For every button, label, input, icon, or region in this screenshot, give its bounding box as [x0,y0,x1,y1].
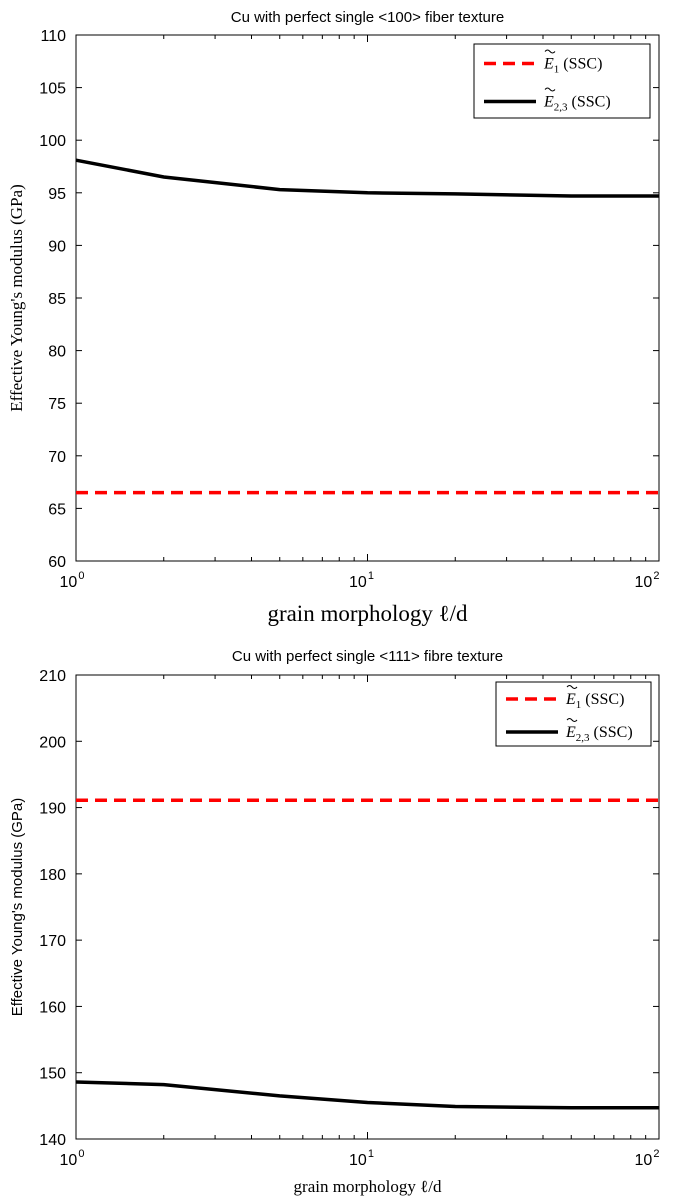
chart-title: Cu with perfect single <111> fibre textu… [232,648,503,665]
tilde-icon [566,685,578,689]
legend-label-1: E1 (SSC) [543,56,602,76]
series-line-2 [75,1080,659,1110]
legend-label-2: E2,3 (SSC) [543,94,611,114]
y-tick-label: 140 [39,1132,66,1149]
chart-2: Cu with perfect single <111> fibre textu… [9,648,660,1196]
y-tick-label: 105 [39,81,66,98]
y-tick-label: 65 [48,501,66,518]
y-tick-label: 160 [39,999,66,1016]
legend: E1 (SSC) E2,3 (SSC) [473,43,651,119]
y-axis-label: Effective Young's modulus (GPa) [7,184,26,412]
y-tick-label: 85 [48,291,66,308]
legend-box [473,43,651,119]
y-tick-label: 80 [48,344,66,361]
chart-title: Cu with perfect single <100> fiber textu… [231,9,505,26]
x-tick-label: 102 [635,1148,660,1169]
tilde-icon [544,49,556,54]
y-tick-label: 200 [39,734,66,751]
series-line-2 [75,158,659,198]
y-tick-label: 70 [48,449,66,466]
legend-label-1: E1 (SSC) [565,691,624,711]
x-tick-label: 101 [349,570,374,591]
legend-label-2: E2,3 (SSC) [565,724,633,744]
legend-box [495,681,652,747]
y-tick-label: 170 [39,933,66,950]
y-tick-label: 95 [48,186,66,203]
x-axis-label: grain morphology ℓ/d [267,601,468,626]
x-axis-label: grain morphology ℓ/d [294,1177,442,1196]
y-tick-label: 60 [48,554,66,571]
x-tick-label: 100 [60,570,85,591]
y-tick-label: 110 [40,28,66,45]
y-axis-label: Effective Young's modulus (GPa) [9,798,26,1017]
y-tick-label: 75 [48,396,66,413]
x-tick-label: 100 [60,1148,85,1169]
x-tick-label: 102 [635,570,660,591]
y-tick-label: 180 [39,867,66,884]
chart-1: Cu with perfect single <100> fiber textu… [7,9,660,626]
legend: E1 (SSC) E2,3 (SSC) [495,681,652,747]
y-tick-label: 150 [39,1066,66,1083]
y-tick-label: 210 [39,668,66,685]
y-tick-label: 190 [39,801,66,818]
y-tick-label: 90 [48,238,66,255]
tilde-icon [544,87,556,92]
x-tick-label: 101 [349,1148,374,1169]
y-tick-label: 100 [39,133,66,150]
tilde-icon [566,718,578,722]
